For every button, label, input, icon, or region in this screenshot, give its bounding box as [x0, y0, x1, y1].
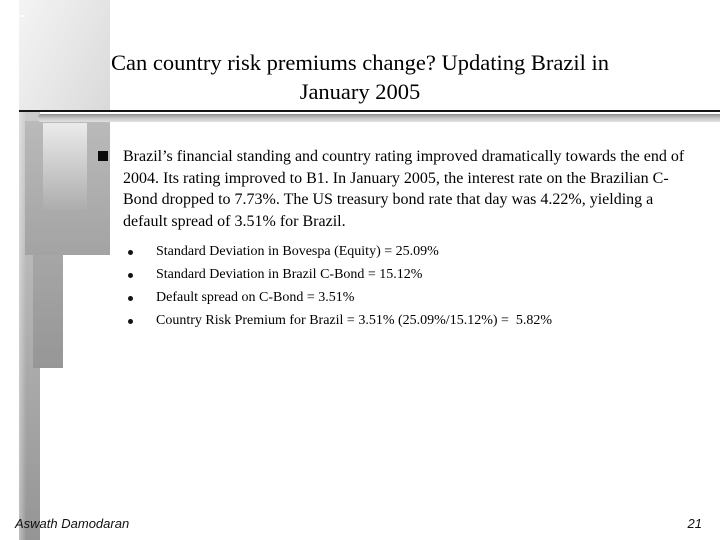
sub-bullet-item: Country Risk Premium for Brazil = 3.51% …	[128, 310, 688, 333]
bullet-dot-icon	[128, 295, 133, 301]
decor-corner-highlight	[13, 15, 24, 17]
sub-bullet-item: Standard Deviation in Brazil C-Bond = 15…	[128, 264, 688, 287]
bullet-dot-icon	[128, 250, 133, 256]
main-bullet: Brazil’s financial standing and country …	[98, 146, 688, 232]
slide-title: Can country risk premiums change? Updati…	[60, 49, 660, 106]
main-bullet-text: Brazil’s financial standing and country …	[123, 148, 685, 230]
sub-bullet-text: Default spread on C-Bond = 3.51%	[156, 289, 355, 305]
footer-author: Aswath Damodaran	[15, 516, 130, 531]
slide-title-line2: January 2005	[299, 78, 421, 104]
bullet-dot-icon	[128, 318, 133, 324]
decor-top-light-block	[19, 0, 110, 110]
sub-bullet-list: Standard Deviation in Bovespa (Equity) =…	[128, 241, 688, 332]
sub-bullet-item: Default spread on C-Bond = 3.51%	[128, 287, 688, 310]
bullet-square-icon	[98, 151, 108, 161]
footer-page-number: 21	[687, 516, 702, 531]
bullet-dot-icon	[128, 273, 133, 279]
slide-body: Brazil’s financial standing and country …	[98, 146, 688, 333]
decor-lower-gray-block	[33, 255, 63, 368]
title-divider-line	[19, 110, 720, 112]
sub-bullet-text: Country Risk Premium for Brazil = 3.51% …	[156, 312, 553, 328]
decor-middle-inner-highlight	[43, 123, 87, 210]
sub-bullet-item: Standard Deviation in Bovespa (Equity) =…	[128, 241, 688, 264]
decor-horizontal-gradient-bar	[38, 114, 720, 122]
sub-bullet-text: Standard Deviation in Brazil C-Bond = 15…	[156, 267, 423, 283]
slide-title-line1: Can country risk premiums change? Updati…	[111, 50, 609, 75]
sub-bullet-text: Standard Deviation in Bovespa (Equity) =…	[156, 244, 439, 260]
